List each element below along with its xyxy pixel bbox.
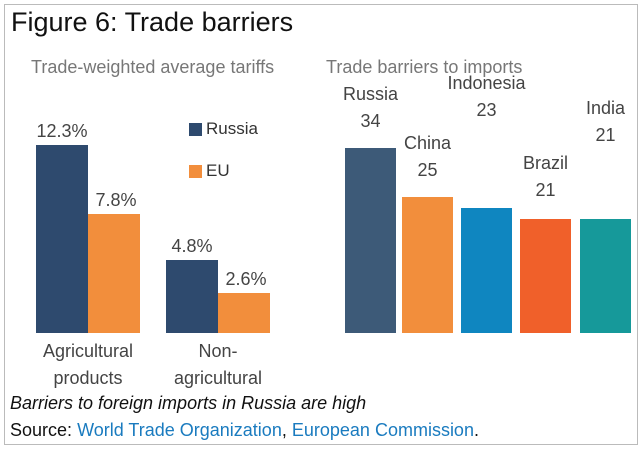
category-label: Brazil bbox=[522, 152, 569, 173]
x-tick-label: Agricultural products bbox=[42, 341, 134, 388]
value-label: 34 bbox=[360, 110, 381, 131]
legend-item: EU bbox=[189, 161, 230, 181]
legend-item: Russia bbox=[189, 119, 258, 139]
value-label: 4.8% bbox=[171, 235, 213, 256]
chart-subtitle: Trade-weighted average tariffs bbox=[31, 57, 275, 77]
value-label: 21 bbox=[595, 124, 616, 145]
bar bbox=[345, 147, 396, 333]
legend-swatch bbox=[189, 122, 202, 136]
separator: , bbox=[281, 420, 287, 440]
chart-subtitle: Trade barriers to imports bbox=[326, 57, 523, 77]
bar bbox=[580, 218, 631, 333]
bar bbox=[520, 218, 571, 333]
value-label: 23 bbox=[476, 99, 497, 120]
value-label: 2.6% bbox=[225, 269, 267, 290]
bar bbox=[166, 259, 218, 333]
figure-title: Figure 6: Trade barriers bbox=[11, 7, 294, 37]
figure: Figure 6: Trade barriers Barriers to for… bbox=[4, 4, 638, 445]
value-label: 12.3% bbox=[36, 120, 88, 141]
x-tick-label: Non-agricultural bbox=[173, 341, 263, 388]
category-label: Indonesia bbox=[447, 72, 526, 93]
source-link[interactable]: World Trade Organization bbox=[77, 420, 282, 440]
bar bbox=[88, 213, 140, 333]
source-label: Source: bbox=[10, 420, 73, 440]
end: . bbox=[473, 420, 479, 440]
category-label: Russia bbox=[342, 83, 399, 104]
category-label: India bbox=[585, 97, 626, 118]
bar bbox=[461, 207, 512, 333]
caption: Barriers to foreign imports in Russia ar… bbox=[10, 393, 367, 413]
category-label: China bbox=[403, 132, 452, 153]
source: Source: World Trade Organization, Europe… bbox=[10, 420, 479, 441]
legend-label: EU bbox=[206, 161, 230, 180]
value-label: 25 bbox=[417, 159, 438, 180]
bar bbox=[36, 144, 88, 333]
legend-swatch bbox=[189, 164, 202, 178]
bar bbox=[402, 196, 453, 333]
legend-label: Russia bbox=[206, 119, 258, 138]
bar bbox=[218, 293, 270, 333]
source-link[interactable]: European Commission bbox=[291, 420, 474, 440]
value-label: 7.8% bbox=[95, 189, 137, 210]
value-label: 21 bbox=[535, 179, 556, 200]
